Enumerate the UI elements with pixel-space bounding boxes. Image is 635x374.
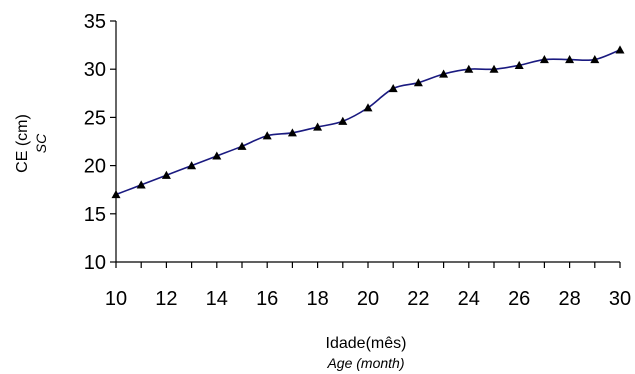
x-tick-label: 10 — [105, 288, 127, 310]
x-ticks: 10 12 14 16 18 20 22 24 26 28 30 — [105, 262, 631, 310]
data-point-marker — [237, 141, 247, 150]
data-point-marker — [590, 55, 600, 64]
series-line — [115, 49, 621, 196]
data-point-marker — [439, 69, 449, 78]
axes: 10 15 20 25 30 35 10 12 14 16 18 20 22 24 26 28 30 — [84, 11, 631, 310]
data-point-marker — [514, 60, 524, 69]
y-axis-title: CE (cm) — [14, 114, 31, 173]
data-point-marker — [363, 103, 373, 112]
series — [111, 45, 625, 199]
y-tick-label: 10 — [84, 252, 106, 274]
y-tick-label: 20 — [84, 156, 106, 178]
x-tick-label: 24 — [458, 288, 480, 310]
y-ticks: 10 15 20 25 30 35 — [84, 11, 116, 274]
data-point-marker — [413, 78, 423, 87]
data-point-marker — [489, 64, 499, 73]
y-axis-subtitle: SC — [33, 133, 49, 153]
data-point-marker — [287, 128, 297, 137]
data-point-marker — [464, 64, 474, 73]
y-tick-label: 30 — [84, 59, 106, 81]
x-tick-label: 30 — [609, 288, 631, 310]
x-tick-label: 22 — [407, 288, 429, 310]
y-tick-label: 25 — [84, 107, 106, 129]
x-tick-label: 14 — [206, 288, 228, 310]
data-point-marker — [136, 180, 146, 189]
data-point-marker — [212, 151, 222, 160]
data-point-marker — [111, 190, 121, 199]
y-tick-label: 15 — [84, 204, 106, 226]
y-tick-label: 35 — [84, 11, 106, 33]
data-point-marker — [539, 55, 549, 64]
data-point-marker — [313, 122, 323, 131]
data-point-marker — [565, 55, 575, 64]
x-axis-subtitle: Age (month) — [326, 355, 404, 371]
data-point-marker — [161, 170, 171, 179]
x-tick-label: 12 — [155, 288, 177, 310]
data-point-marker — [338, 116, 348, 125]
x-axis-title: Idade(mês) — [326, 335, 407, 352]
x-tick-label: 18 — [306, 288, 328, 310]
data-point-marker — [388, 83, 398, 93]
data-point-marker — [187, 161, 197, 170]
x-tick-label: 20 — [357, 288, 379, 310]
x-tick-label: 28 — [558, 288, 580, 310]
x-tick-label: 16 — [256, 288, 278, 310]
x-tick-label: 26 — [508, 288, 530, 310]
data-point-marker — [262, 131, 272, 140]
data-point-marker — [615, 45, 625, 54]
